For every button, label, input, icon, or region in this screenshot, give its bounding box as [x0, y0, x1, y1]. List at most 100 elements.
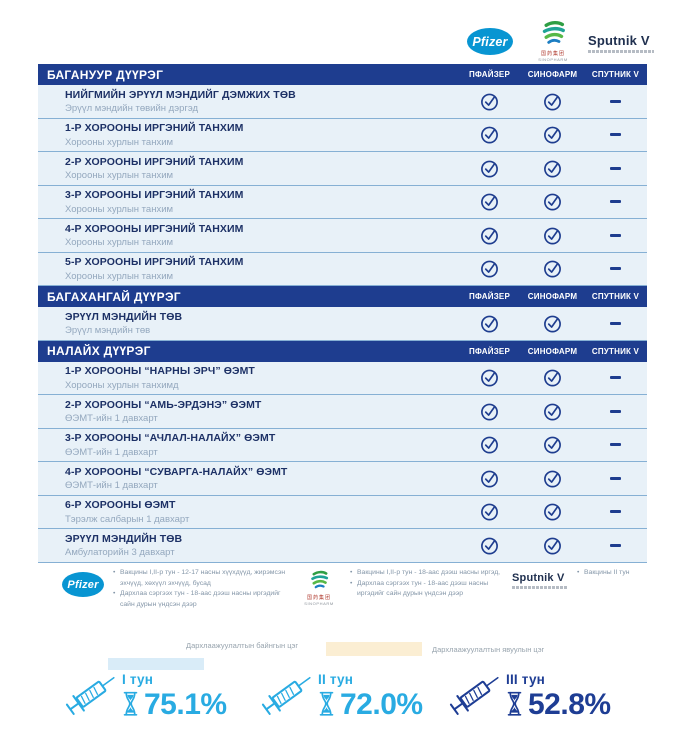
site-location: Хорооны хурлын танхим — [65, 203, 174, 215]
pfizer-cell — [458, 158, 521, 179]
site-info: 1-Р ХОРООНЫ “НАРНЫ ЭРЧ” ӨЭМТ Хорооны хур… — [38, 365, 458, 391]
check-circle-icon — [544, 537, 561, 555]
dose-stat-text: III тун 52.8% — [506, 672, 611, 722]
column-header-sinopharm: СИНОФАРМ — [527, 70, 578, 79]
sinopharm-cell — [521, 501, 584, 522]
check-circle-icon — [544, 436, 561, 454]
sinopharm-cell — [521, 91, 584, 112]
check-circle-icon — [481, 537, 498, 555]
column-header-sputnik: СПУТНИК V — [591, 292, 640, 301]
district-header: БАГАХАНГАЙ ДҮҮРЭГ ПФАЙЗЕР СИНОФАРМ СПУТН… — [38, 286, 647, 307]
syringe-icon — [442, 662, 506, 728]
dash-icon — [610, 321, 621, 325]
check-circle-icon — [481, 470, 498, 488]
dose-stat: II тун 72.0% — [254, 662, 442, 728]
pfizer-logo-small: Pfizer — [62, 572, 104, 597]
dose-percentage: 75.1% — [144, 688, 227, 721]
district-section: БАГАХАНГАЙ ДҮҮРЭГ ПФАЙЗЕР СИНОФАРМ СПУТН… — [38, 286, 647, 341]
sinopharm-cell — [521, 313, 584, 334]
table-row: ЭРҮҮЛ МЭНДИЙН ТӨВ Амбулаторийн 3 давхарт — [38, 529, 647, 563]
site-name: 1-Р ХОРООНЫ ИРГЭНИЙ ТАНХИМ — [65, 122, 244, 134]
site-location: ӨЭМТ-ийн 1 давхарт — [65, 413, 158, 424]
site-location: Хорооны хурлын танхим — [65, 136, 174, 148]
site-info: 2-Р ХОРООНЫ “АМЬ-ЭРДЭНЭ” ӨЭМТ ӨЭМТ-ийн 1… — [38, 399, 458, 425]
dash-icon — [610, 233, 621, 237]
table-row: 1-Р ХОРООНЫ “НАРНЫ ЭРЧ” ӨЭМТ Хорооны хур… — [38, 361, 647, 395]
dose-label: II тун — [318, 672, 354, 687]
pfizer-cell — [458, 258, 521, 279]
sputnik-tagline-line — [588, 50, 654, 53]
pfizer-logo-text: Pfizer — [67, 578, 99, 591]
site-name: НИЙГМИЙН ЭРҮҮЛ МЭНДИЙГ ДЭМЖИХ ТӨВ — [65, 88, 296, 101]
sputnik-cell — [584, 510, 647, 514]
table-row: 4-Р ХОРООНЫ “СУВАРГА-НАЛАЙХ” ӨЭМТ ӨЭМТ-и… — [38, 462, 647, 496]
permanent-point-label: Дархлаажуулалтын байнгын цэг — [186, 641, 299, 650]
sinopharm-cell — [521, 434, 584, 455]
site-info: 2-Р ХОРООНЫ ИРГЭНИЙ ТАНХИМ Хорооны хурлы… — [38, 156, 458, 182]
hourglass-icon — [318, 691, 335, 719]
site-name: 2-Р ХОРООНЫ “АМЬ-ЭРДЭНЭ” ӨЭМТ — [65, 398, 262, 411]
check-circle-icon — [481, 436, 498, 454]
check-circle-icon — [481, 315, 498, 333]
pfizer-cell — [458, 191, 521, 212]
site-location: Амбулаторийн 3 давхарт — [65, 547, 175, 558]
sinopharm-cell — [521, 225, 584, 246]
sputnik-cell — [584, 321, 647, 325]
dash-icon — [610, 443, 621, 447]
dose-percentage: 52.8% — [528, 688, 611, 721]
dash-icon — [610, 200, 621, 204]
mobile-point-swatch — [326, 642, 422, 656]
permanent-point-swatch — [108, 658, 204, 670]
sputnik-footnote-list: Вакцины II тун — [577, 568, 630, 579]
table-row: 6-Р ХОРООНЫ ӨЭМТ Тэрэлж салбарын 1 давха… — [38, 495, 647, 529]
dose-coverage-stats: I тун 75.1% — [58, 662, 643, 728]
table-row: 3-Р ХОРООНЫ ИРГЭНИЙ ТАНХИМ Хорооны хурлы… — [38, 185, 647, 219]
dash-icon — [610, 166, 621, 170]
column-header-pfizer: ПФАЙЗЕР — [469, 70, 510, 79]
site-info: ЭРҮҮЛ МЭНДИЙН ТӨВ Амбулаторийн 3 давхарт — [38, 533, 458, 559]
table-row: 5-Р ХОРООНЫ ИРГЭНИЙ ТАНХИМ Хорооны хурлы… — [38, 252, 647, 286]
dash-icon — [610, 543, 621, 547]
footnote-bullet: Дархлаа сэргээх тун - 18-аас дээш насны … — [350, 579, 512, 600]
check-circle-icon — [481, 227, 498, 245]
sputnik-cell — [584, 99, 647, 103]
site-name: 4-Р ХОРООНЫ ИРГЭНИЙ ТАНХИМ — [65, 222, 244, 235]
footnote-pfizer: Pfizer Вакцины I,II-р тун - 12-17 насны … — [62, 568, 297, 610]
footnote-bullet: Вакцины I,II-р тун - 12-17 насны хүүхдүү… — [113, 568, 297, 589]
site-name: 3-Р ХОРООНЫ ИРГЭНИЙ ТАНХИМ — [65, 189, 244, 201]
check-circle-icon — [544, 260, 561, 278]
pfizer-cell — [458, 434, 521, 455]
site-info: ЭРҮҮЛ МЭНДИЙН ТӨВ Эрүүл мэндийн төв — [38, 311, 458, 337]
check-circle-icon — [481, 403, 498, 421]
pfizer-cell — [458, 401, 521, 422]
district-section: НАЛАЙХ ДҮҮРЭГ ПФАЙЗЕР СИНОФАРМ СПУТНИК V… — [38, 340, 647, 563]
sinopharm-logo: 国药集团 SINOPHARM — [531, 20, 575, 62]
sinopharm-en-text: SINOPHARM — [538, 57, 568, 62]
site-info: 6-Р ХОРООНЫ ӨЭМТ Тэрэлж салбарын 1 давха… — [38, 499, 458, 525]
site-location: Эрүүл мэндийн төв — [65, 325, 151, 336]
sputnik-cell — [584, 409, 647, 413]
site-info: 4-Р ХОРООНЫ ИРГЭНИЙ ТАНХИМ Хорооны хурлы… — [38, 223, 458, 249]
district-header: НАЛАЙХ ДҮҮРЭГ ПФАЙЗЕР СИНОФАРМ СПУТНИК V — [38, 340, 647, 362]
sputnik-logo: Sputnik V — [588, 33, 654, 53]
check-circle-icon — [544, 126, 561, 144]
sinopharm-cell — [521, 535, 584, 556]
pfizer-cell — [458, 313, 521, 334]
pfizer-cell — [458, 124, 521, 145]
column-header-pfizer: ПФАЙЗЕР — [469, 346, 510, 356]
site-location: Хорооны хурлын танхим — [65, 170, 174, 181]
check-circle-icon — [544, 160, 561, 178]
pfizer-cell — [458, 225, 521, 246]
footnote-bullet: Дархлаа сэргээх тун - 18-аас дээш насны … — [113, 589, 297, 610]
table-row: 2-Р ХОРООНЫ “АМЬ-ЭРДЭНЭ” ӨЭМТ ӨЭМТ-ийн 1… — [38, 395, 647, 429]
pfizer-cell — [458, 91, 521, 112]
check-circle-icon — [544, 470, 561, 488]
table-row: 3-Р ХОРООНЫ “АЧЛАЛ-НАЛАЙХ” ӨЭМТ ӨЭМТ-ийн… — [38, 428, 647, 462]
table-row: НИЙГМИЙН ЭРҮҮЛ МЭНДИЙГ ДЭМЖИХ ТӨВ Эрүүл … — [38, 85, 647, 119]
site-name: 1-Р ХОРООНЫ “НАРНЫ ЭРЧ” ӨЭМТ — [65, 365, 255, 377]
sputnik-cell — [584, 443, 647, 447]
check-circle-icon — [544, 93, 561, 111]
check-circle-icon — [544, 315, 561, 333]
sinopharm-swoosh-icon — [542, 20, 565, 44]
hourglass-icon — [506, 691, 523, 719]
